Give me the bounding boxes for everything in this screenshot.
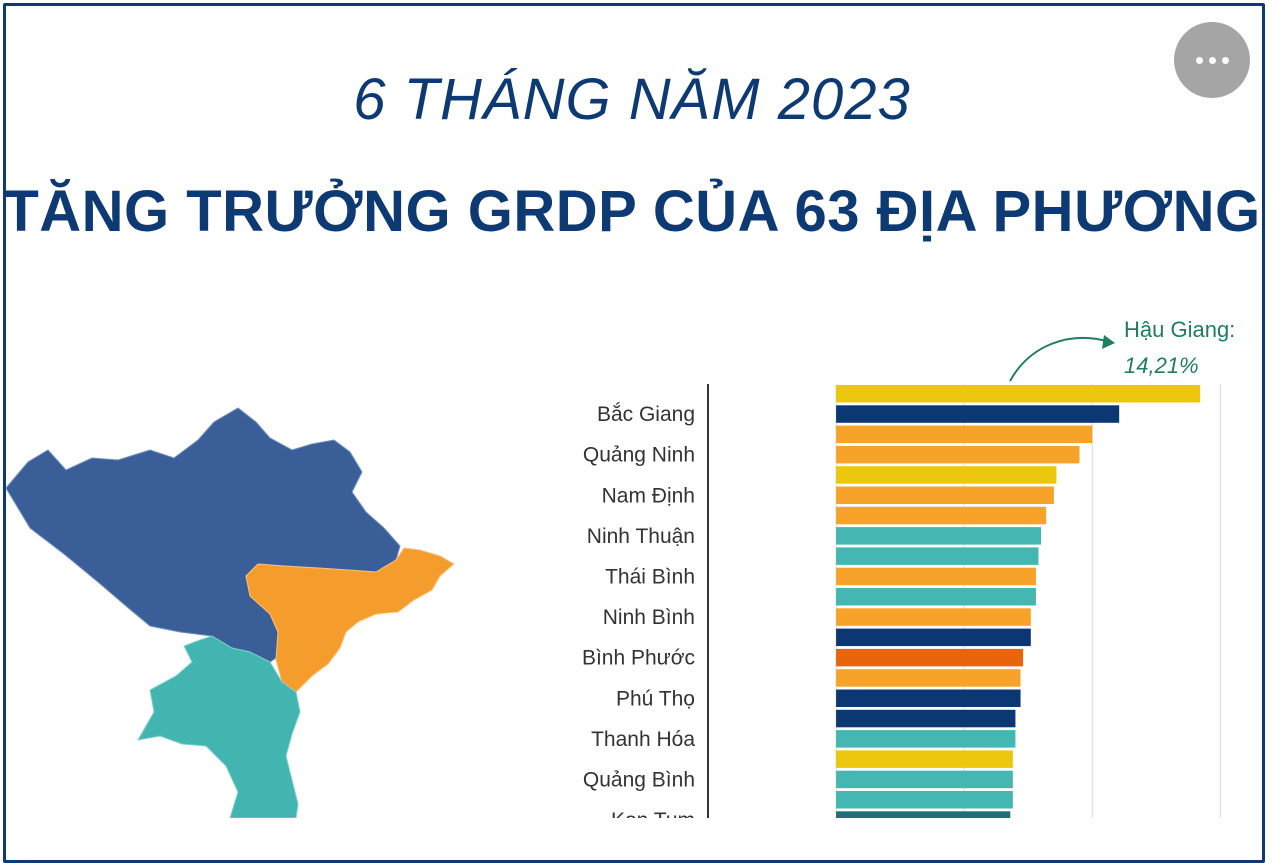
bar xyxy=(836,425,1093,444)
callout-arrow-head xyxy=(1102,335,1115,349)
bar xyxy=(836,486,1054,504)
more-horizontal-icon xyxy=(1195,56,1229,64)
callout-value: 14,21% xyxy=(1124,353,1199,378)
category-label: Quảng Bình xyxy=(583,768,695,791)
category-label: Ninh Bình xyxy=(603,606,695,629)
bar xyxy=(836,628,1031,647)
bar xyxy=(836,567,1036,586)
category-label: Nam Định xyxy=(602,484,695,507)
category-label: Thái Bình xyxy=(605,565,695,588)
bar xyxy=(836,791,1013,809)
category-label: Kon Tum xyxy=(611,809,695,818)
bar xyxy=(836,750,1013,768)
bar xyxy=(836,466,1057,484)
callout-arrow xyxy=(1009,336,1111,382)
bar xyxy=(836,669,1021,687)
bar xyxy=(836,608,1031,626)
bar xyxy=(836,689,1021,707)
page-title: TĂNG TRƯỞNG GRDP CỦA 63 ĐỊA PHƯƠNG xyxy=(3,179,1261,244)
bar xyxy=(836,385,1201,403)
category-label: Thanh Hóa xyxy=(591,728,695,751)
bar xyxy=(836,770,1013,789)
bar xyxy=(836,445,1080,464)
bar xyxy=(836,811,1011,818)
callout-province: Hậu Giang: xyxy=(1124,317,1236,342)
bar xyxy=(836,506,1047,525)
map-region-red-river-delta xyxy=(245,547,455,693)
bar xyxy=(836,527,1042,545)
top-bar-callout: Hậu Giang: 14,21% xyxy=(1124,312,1235,384)
category-label: Phú Thọ xyxy=(616,687,695,710)
page-subtitle: 6 THÁNG NĂM 2023 xyxy=(353,67,911,132)
more-options-button[interactable] xyxy=(1174,22,1250,98)
bar xyxy=(836,588,1036,606)
category-label: Ninh Thuận xyxy=(587,525,695,548)
grdp-bar-chart: Bắc Giang Quảng Ninh Nam Định Ninh Thuận Thá… xyxy=(582,335,1221,818)
bar xyxy=(836,709,1016,728)
vietnam-map xyxy=(5,407,455,818)
category-label: Bắc Giang xyxy=(597,403,695,426)
bar xyxy=(836,405,1120,423)
bar xyxy=(836,547,1039,565)
bar xyxy=(836,730,1016,748)
category-label: Quảng Ninh xyxy=(583,444,695,467)
category-label: Bình Phước xyxy=(582,647,695,670)
map-region-north-central xyxy=(137,635,301,818)
bar xyxy=(836,648,1024,667)
